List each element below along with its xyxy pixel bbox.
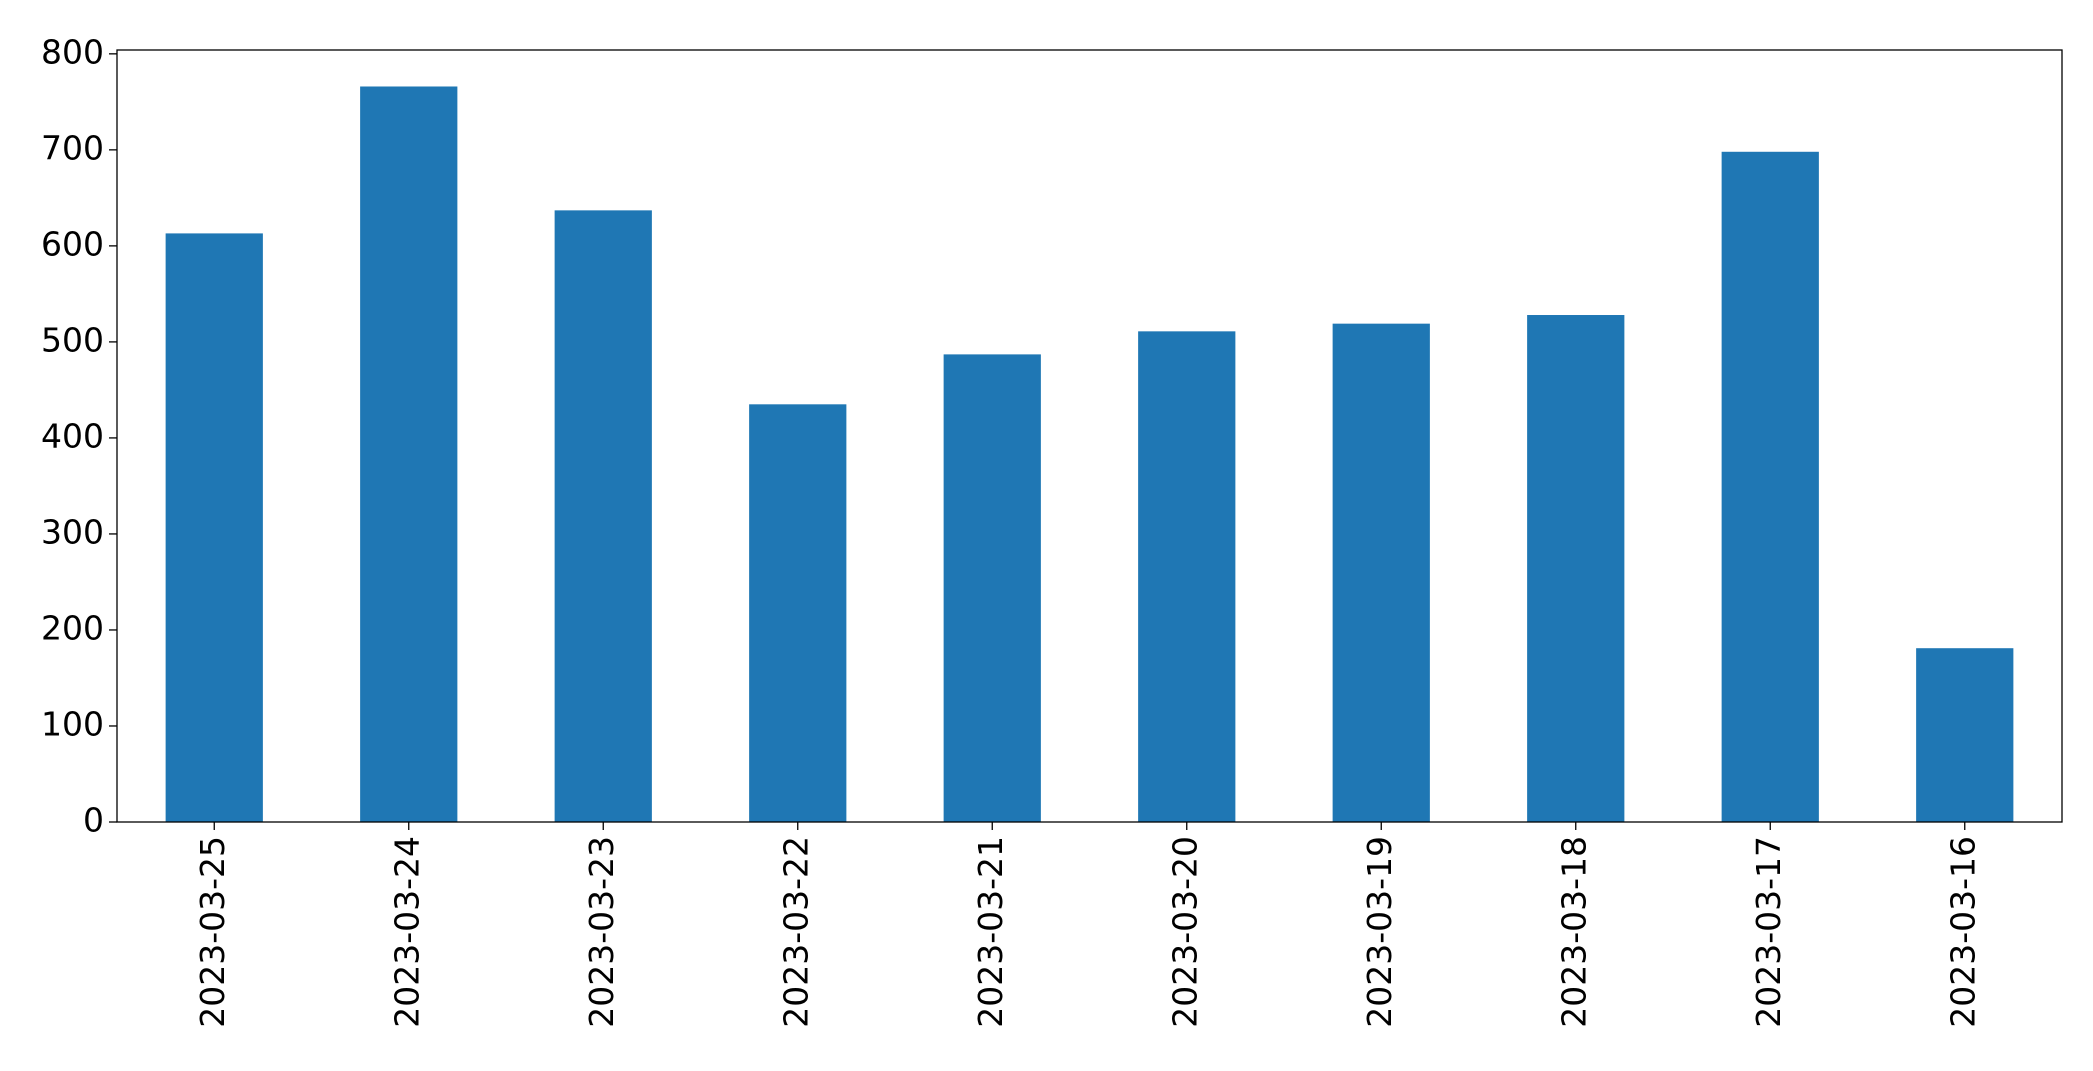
x-tick-label: 2023-03-25 [193,836,232,1028]
x-tick-label: 2023-03-24 [387,836,426,1028]
bar [1916,648,2014,822]
y-tick-label: 0 [83,801,104,840]
y-tick-label: 500 [41,320,104,359]
x-tick-label: 2023-03-16 [1943,836,1982,1028]
plot-frame [116,49,2063,823]
bar [165,233,263,822]
x-tick-label: 2023-03-22 [776,836,815,1028]
bar [360,86,458,823]
y-tick-label: 400 [41,416,104,455]
bar [1138,331,1236,822]
x-tick-label: 2023-03-18 [1554,836,1593,1028]
bar [1721,151,1819,822]
y-tick-label: 600 [41,224,104,263]
y-tick-label: 200 [41,608,104,647]
bar [554,210,652,822]
y-tick-label: 300 [41,512,104,551]
y-tick-label: 100 [41,704,104,743]
bar [749,404,847,822]
x-tick-label: 2023-03-17 [1749,836,1788,1028]
y-tick-label: 700 [41,128,104,167]
x-tick-label: 2023-03-23 [582,836,621,1028]
bar [943,354,1041,822]
x-tick-label: 2023-03-19 [1360,836,1399,1028]
y-tick-label: 800 [41,32,104,71]
bar [1332,323,1430,822]
x-tick-label: 2023-03-20 [1165,836,1204,1028]
bar [1527,315,1625,822]
x-tick-label: 2023-03-21 [971,836,1010,1028]
